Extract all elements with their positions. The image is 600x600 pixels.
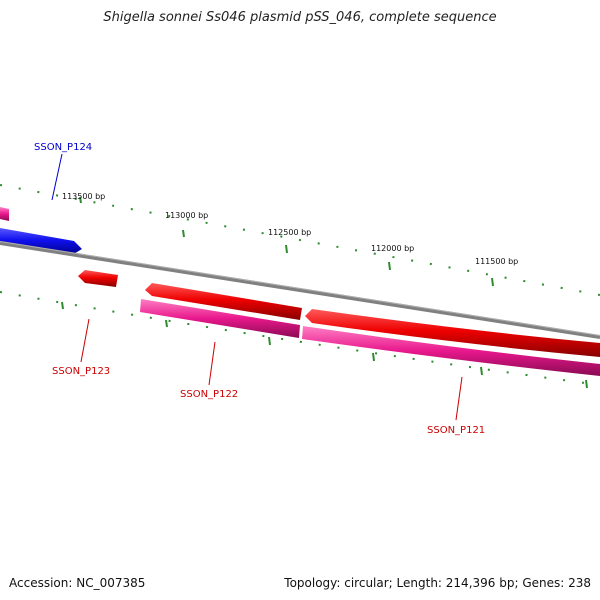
gene-SSON_P121[interactable] xyxy=(305,309,600,357)
topology-label: Topology: circular; Length: 214,396 bp; … xyxy=(284,576,591,590)
leader-SSON_P124 xyxy=(51,153,63,201)
tick-label-112000: 112000 bp xyxy=(371,244,414,253)
tick-label-113000: 113000 bp xyxy=(165,211,208,220)
gene-label-SSON_P122: SSON_P122 xyxy=(180,389,238,400)
pink-track-2 xyxy=(302,326,600,376)
backbone xyxy=(0,241,600,339)
inner-tick-ring xyxy=(0,291,600,386)
outer-tick-ring xyxy=(0,184,600,296)
inner-major-ticks xyxy=(61,301,588,389)
tick-label-111500: 111500 bp xyxy=(475,257,518,266)
pink-track-1 xyxy=(140,299,300,338)
gene-SSON_P122[interactable] xyxy=(145,283,302,320)
leader-SSON_P122 xyxy=(208,341,216,386)
gene-edge-pink xyxy=(0,207,9,221)
leader-SSON_P123 xyxy=(80,318,90,363)
gene-SSON_P124[interactable] xyxy=(0,228,82,255)
outer-major-ticks xyxy=(79,196,494,287)
gene-label-SSON_P123: SSON_P123 xyxy=(52,366,110,377)
gene-SSON_P123[interactable] xyxy=(78,270,118,287)
gene-label-SSON_P124: SSON_P124 xyxy=(34,142,92,153)
tick-label-113500: 113500 bp xyxy=(62,192,105,201)
leader-SSON_P121 xyxy=(455,376,463,421)
tick-label-112500: 112500 bp xyxy=(268,228,311,237)
map-title: Shigella sonnei Ss046 plasmid pSS_046, c… xyxy=(103,10,497,25)
accession-label: Accession: NC_007385 xyxy=(9,576,146,590)
gene-label-SSON_P121: SSON_P121 xyxy=(427,425,485,436)
tick-labels: 113500 bp 113000 bp 112500 bp 112000 bp … xyxy=(62,192,518,266)
